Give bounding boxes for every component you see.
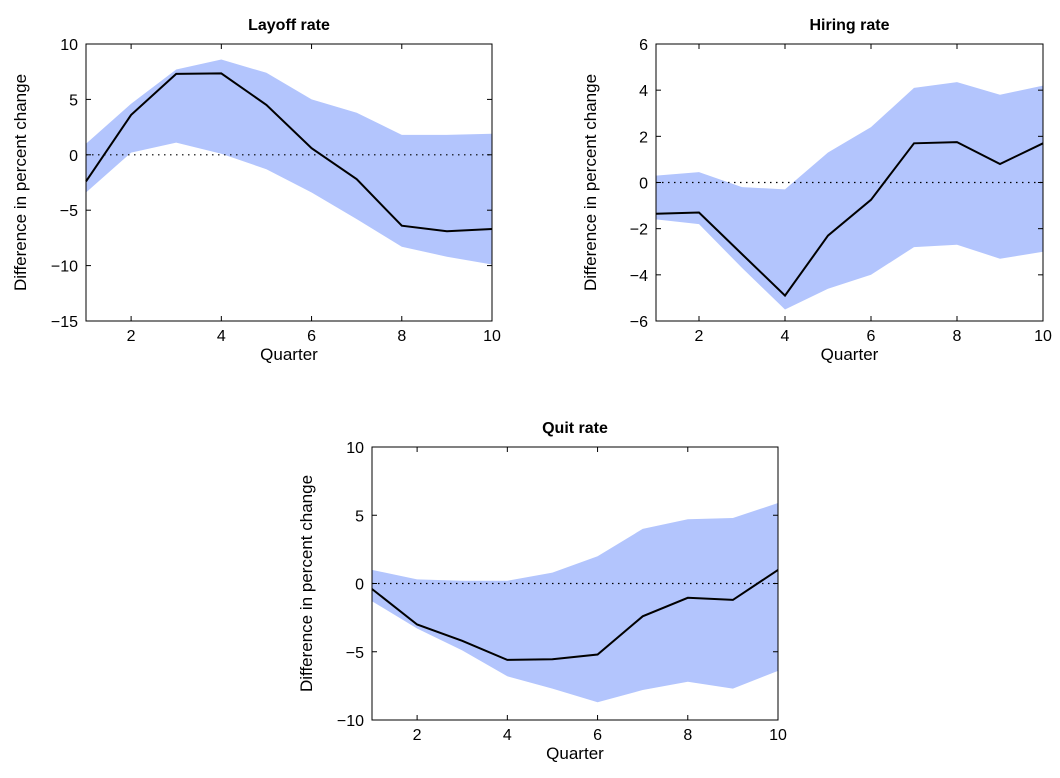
plot-frame — [85, 43, 493, 322]
y-tick-label: −5 — [346, 645, 364, 662]
y-tick-label: −10 — [337, 713, 364, 730]
y-tick-label: 2 — [639, 129, 648, 146]
series-line — [85, 72, 493, 233]
x-tick-label: 10 — [483, 328, 501, 345]
panel-layoff-rate: 2 4 6 8 10 −15 −10 −5 0 5 10 Layoff rate Quarter Diff… — [11, 17, 501, 364]
y-tick-label: −6 — [630, 314, 648, 331]
y-tick-label: 5 — [355, 508, 364, 525]
x-tick-label: 6 — [307, 328, 316, 345]
y-tick-label: −5 — [60, 203, 78, 220]
series-line — [371, 569, 779, 661]
y-tick-label: 4 — [639, 83, 648, 100]
confidence-band — [86, 59, 492, 265]
y-tick-label: 0 — [355, 577, 364, 594]
y-tick-label: −15 — [51, 314, 78, 331]
chart-title: Quit rate — [542, 420, 608, 437]
x-axis-label: Quarter — [821, 345, 879, 364]
y-tick-label: −10 — [51, 259, 78, 276]
x-tick-label: 10 — [769, 727, 787, 744]
x-tick-label: 4 — [503, 727, 512, 744]
x-tick-label: 2 — [413, 727, 422, 744]
chart-title: Hiring rate — [809, 17, 889, 34]
series-line — [655, 141, 1044, 298]
panel-hiring-rate: 2 4 6 8 10 −6 −4 −2 0 2 4 6 Hiring rate Quarter Differ… — [581, 17, 1052, 364]
panel-quit-rate: 2 4 6 8 10 −10 −5 0 5 10 Quit rate Quarter Differenc… — [297, 420, 787, 763]
y-tick-label: 5 — [69, 92, 78, 109]
confidence-band — [372, 503, 778, 703]
x-tick-label: 2 — [127, 328, 136, 345]
x-tick-label: 2 — [695, 328, 704, 345]
x-tick-label: 4 — [781, 328, 790, 345]
y-tick-label: 10 — [60, 37, 78, 54]
y-tick-label: 0 — [639, 176, 648, 193]
x-tick-label: 8 — [397, 328, 406, 345]
x-tick-label: 8 — [683, 727, 692, 744]
x-tick-label: 6 — [867, 328, 876, 345]
y-tick-label: 6 — [639, 37, 648, 54]
x-tick-label: 6 — [593, 727, 602, 744]
x-tick-label: 8 — [953, 328, 962, 345]
chart-title: Layoff rate — [248, 17, 330, 34]
y-tick-label: 0 — [69, 148, 78, 165]
confidence-band — [656, 82, 1043, 310]
x-tick-label: 4 — [217, 328, 226, 345]
y-tick-label: −2 — [630, 222, 648, 239]
x-axis-label: Quarter — [546, 744, 604, 763]
y-axis-label: Difference in percent change — [581, 74, 600, 291]
y-tick-label: −4 — [630, 268, 648, 285]
x-tick-label: 10 — [1034, 328, 1052, 345]
y-axis-label: Difference in percent change — [297, 475, 316, 692]
x-axis-label: Quarter — [260, 345, 318, 364]
y-tick-label: 10 — [346, 440, 364, 457]
y-axis-label: Difference in percent change — [11, 74, 30, 291]
